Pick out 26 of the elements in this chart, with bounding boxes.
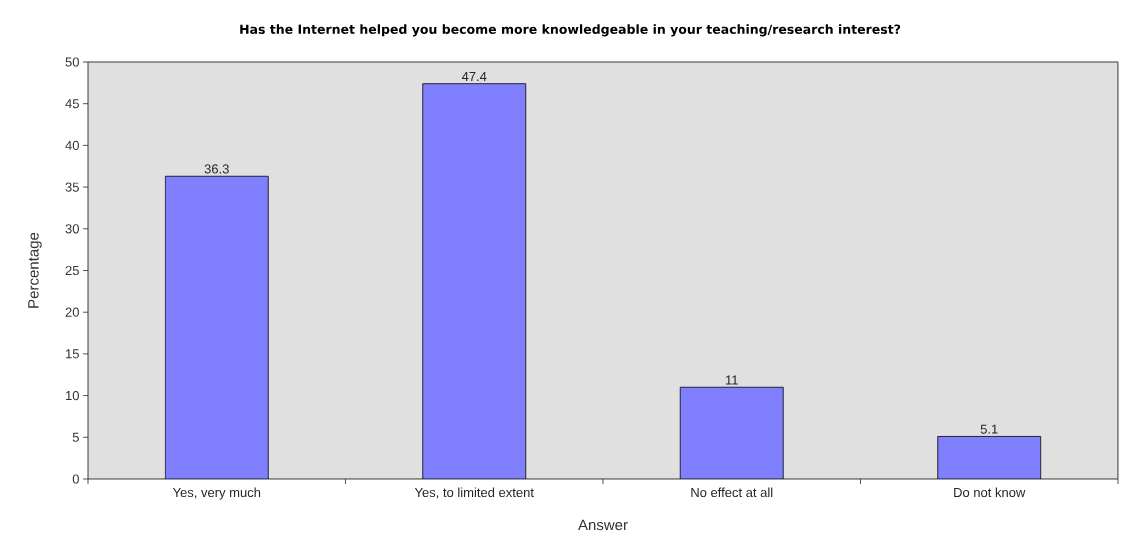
bar bbox=[937, 436, 1042, 479]
y-tick-label: 40 bbox=[65, 140, 79, 150]
chart-title: Has the Internet helped you become more knowledgeable in your teaching/research interest? bbox=[240, 24, 901, 37]
y-tick-label: 0 bbox=[72, 474, 79, 484]
y-axis-title: Percentage bbox=[28, 232, 42, 308]
y-tick-label: 25 bbox=[65, 265, 79, 276]
data-label: 5.1 bbox=[980, 424, 998, 434]
bar bbox=[422, 83, 527, 479]
x-axis-title: Answer bbox=[578, 519, 628, 531]
y-tick-label: 5 bbox=[72, 432, 79, 442]
data-label: 47.4 bbox=[461, 72, 487, 81]
y-tick-label: 35 bbox=[65, 182, 79, 192]
y-tick-label: 10 bbox=[66, 390, 79, 401]
y-tick-label: 45 bbox=[65, 99, 79, 109]
y-tick-label: 30 bbox=[65, 224, 79, 234]
y-tick-label: 20 bbox=[65, 307, 79, 317]
y-tick-label: 50 bbox=[65, 57, 79, 67]
data-label: 36.3 bbox=[204, 164, 229, 174]
x-tick-label: No effect at all bbox=[691, 487, 773, 498]
y-tick-label: 15 bbox=[66, 349, 79, 359]
x-tick-label: Do not know bbox=[954, 487, 1026, 498]
bar bbox=[679, 386, 784, 479]
bar bbox=[164, 175, 269, 479]
data-label: 11 bbox=[725, 375, 738, 385]
x-tick-label: Yes, to limited extent bbox=[414, 487, 534, 499]
x-tick-label: Yes, very much bbox=[172, 487, 261, 500]
